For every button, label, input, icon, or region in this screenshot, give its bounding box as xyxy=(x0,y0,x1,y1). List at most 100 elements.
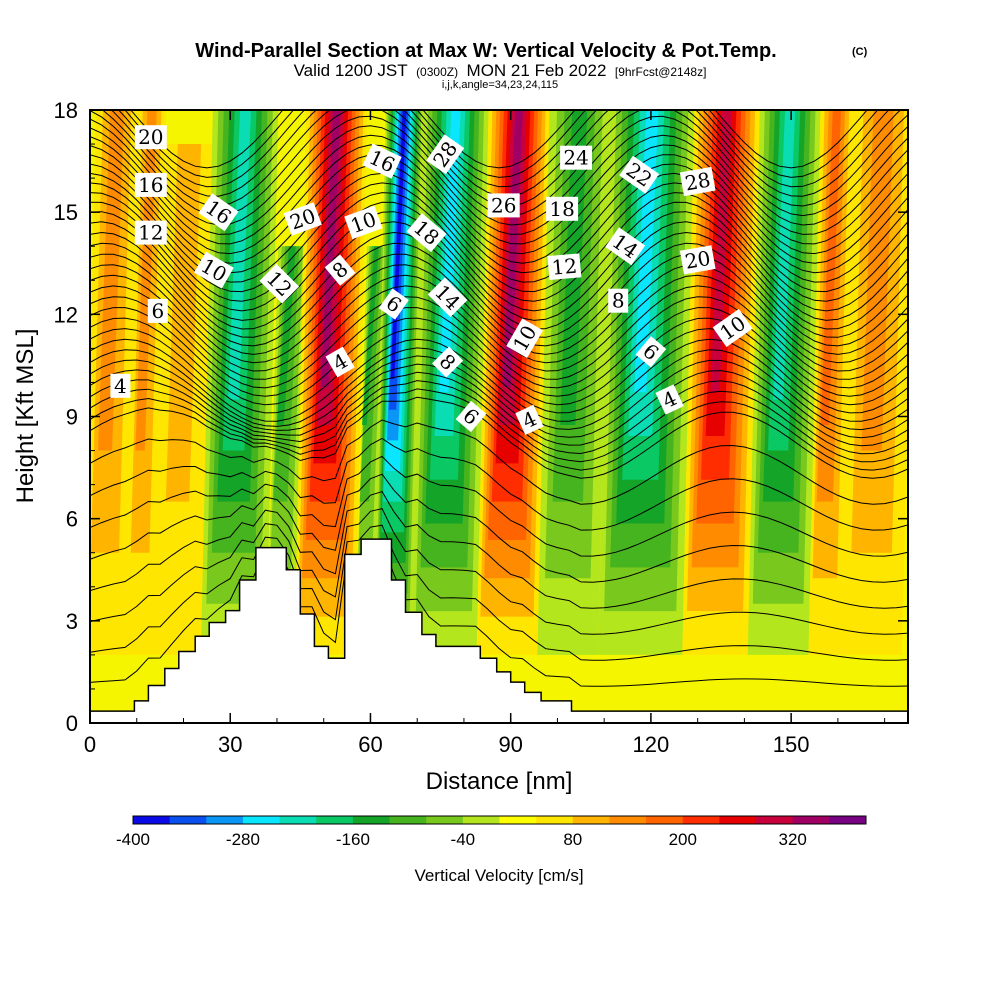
y-tick-label: 12 xyxy=(54,302,78,327)
contour-label-text: 20 xyxy=(138,125,163,149)
theta-contour-line xyxy=(90,338,908,422)
chart-title-mark: (C) xyxy=(852,46,868,58)
contour-label-box xyxy=(134,125,167,150)
contour-label-text: 6 xyxy=(151,299,164,323)
contour-label-box xyxy=(712,308,753,348)
contour-label-box xyxy=(426,134,465,175)
theta-contour-line xyxy=(90,473,908,583)
contour-label: 20 xyxy=(679,245,716,275)
velocity-band xyxy=(710,110,732,393)
theta-contour-line xyxy=(90,242,908,347)
theta-contour-line xyxy=(90,541,908,687)
contour-label-box xyxy=(455,400,487,433)
theta-contour-line xyxy=(90,380,908,463)
valid-prefix: Valid 1200 JST xyxy=(294,61,408,80)
theta-contour-line xyxy=(90,192,908,302)
theta-contour-line xyxy=(117,110,890,188)
contour-label-box xyxy=(487,193,520,218)
velocity-band xyxy=(773,110,796,400)
contour-label-text: 4 xyxy=(114,374,127,398)
contour-label-box xyxy=(325,346,355,378)
y-tick-label: 3 xyxy=(66,609,78,634)
theta-contour-line xyxy=(90,285,908,380)
colorbar-swatch xyxy=(206,816,244,824)
contour-label-box xyxy=(605,227,646,266)
contour-label-text: 24 xyxy=(563,146,588,170)
contour-label: 16 xyxy=(134,172,167,197)
y-tick-label: 9 xyxy=(66,405,78,430)
colorbar-swatch xyxy=(426,816,464,824)
colorbar-tick-label: -280 xyxy=(226,830,260,849)
colorbar-tick-label: -400 xyxy=(116,830,150,849)
colorbar-swatch xyxy=(389,816,427,824)
theta-contour-line xyxy=(90,264,908,364)
contour-label-text: 12 xyxy=(551,254,578,280)
theta-contour-line xyxy=(90,371,908,455)
contour-label: 12 xyxy=(134,220,167,245)
theta-contour-line xyxy=(90,524,908,661)
theta-contour-line xyxy=(90,296,908,389)
contour-label-box xyxy=(324,254,356,286)
theta-contour-line xyxy=(90,307,908,397)
contour-label-text: 8 xyxy=(612,289,625,313)
contour-label-box xyxy=(283,202,322,236)
colorbar-swatch xyxy=(316,816,354,824)
x-tick-label: 0 xyxy=(84,732,96,757)
x-axis-label: Distance [nm] xyxy=(426,768,573,795)
theta-contour-line xyxy=(90,182,908,293)
colorbar-swatch xyxy=(133,816,171,824)
contour-label-box xyxy=(432,346,464,378)
contour-label: 4 xyxy=(110,373,131,398)
colorbar-swatch xyxy=(499,816,537,824)
theta-contour-line xyxy=(90,355,908,439)
theta-contour-line xyxy=(90,125,908,235)
theta-contour-line xyxy=(90,491,908,609)
theta-contour-line xyxy=(90,419,908,505)
theta-contour-line xyxy=(90,363,908,447)
colorbar-swatch xyxy=(352,816,391,824)
colorbar-label: Vertical Velocity [cm/s] xyxy=(414,866,583,885)
contour-label: 20 xyxy=(134,125,167,150)
colorbar-tick-label: -40 xyxy=(451,830,476,849)
valid-time-line: Valid 1200 JST (0300Z) MON 21 Feb 2022 [… xyxy=(294,61,707,80)
contour-label: 4 xyxy=(515,404,544,436)
contour-label-box xyxy=(547,253,582,281)
theta-contour-line xyxy=(90,274,908,372)
contour-label-text: 18 xyxy=(549,197,574,221)
terrain xyxy=(90,538,908,723)
colorbar-swatch xyxy=(242,816,281,824)
contour-label-box xyxy=(344,205,383,240)
x-tick-label: 30 xyxy=(218,732,242,757)
theta-contour-line xyxy=(90,437,908,531)
colorbar-tick-label: -160 xyxy=(336,830,370,849)
contour-label-box xyxy=(608,288,629,313)
theta-contour-line xyxy=(90,144,908,255)
colorbar-swatch xyxy=(756,816,794,824)
theta-contour-line xyxy=(90,231,908,338)
y-tick-label: 6 xyxy=(66,507,78,532)
section-params: i,j,k,angle=34,23,24,115 xyxy=(442,79,558,91)
contour-label: 4 xyxy=(325,346,355,378)
x-tick-label: 120 xyxy=(633,732,670,757)
contour-label-box xyxy=(147,298,168,323)
colorbar-swatch xyxy=(462,816,500,824)
velocity-bands xyxy=(90,110,908,655)
contour-label-box xyxy=(619,155,660,194)
theta-contour-line xyxy=(90,328,908,414)
valid-date: MON 21 Feb 2022 xyxy=(467,61,607,80)
valid-forecast: [9hrFcst@2148z] xyxy=(615,65,707,79)
contour-label-box xyxy=(378,288,409,320)
colorbar: -400 -280 -160 -40 80 200 320 xyxy=(116,815,867,849)
colorbar-frame xyxy=(132,815,867,825)
colorbar-tick-label: 320 xyxy=(779,830,807,849)
theta-contour-line xyxy=(90,253,908,355)
colorbar-swatch xyxy=(572,816,610,824)
contour-label-box xyxy=(427,277,468,318)
y-tick-label: 18 xyxy=(54,98,78,123)
colorbar-swatch xyxy=(646,816,684,824)
theta-contour-line xyxy=(130,110,868,169)
contour-label-box xyxy=(110,373,131,398)
contour-label-box xyxy=(679,245,716,275)
velocity-band xyxy=(320,110,341,387)
